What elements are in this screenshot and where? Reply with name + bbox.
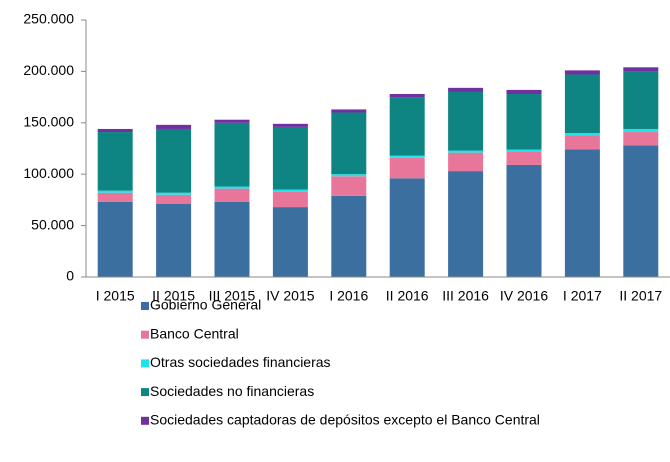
y-tick-label: 50.000	[31, 216, 74, 232]
bar-segment	[506, 94, 542, 150]
bar-segment	[389, 157, 425, 179]
bar-segment	[331, 176, 367, 196]
legend-swatch	[141, 416, 149, 425]
x-tick-label: IV 2015	[266, 288, 314, 304]
bar-segment	[564, 74, 600, 134]
y-tick-label: 250.000	[23, 11, 74, 27]
bar-segment	[564, 135, 600, 150]
bar-segment	[389, 97, 425, 156]
bar-segment	[97, 192, 133, 202]
x-tick-label: II 2017	[619, 288, 662, 304]
legend-swatch	[141, 359, 149, 368]
legend-label: Otras sociedades financieras	[150, 354, 331, 370]
x-tick-label: IV 2016	[500, 288, 548, 304]
bar-segment	[506, 89, 542, 95]
x-tick-label: I 2017	[563, 288, 602, 304]
bar-segment	[214, 186, 250, 189]
bar-segment	[214, 119, 250, 123]
y-tick-label: 100.000	[23, 165, 74, 181]
bar-segment	[272, 207, 308, 277]
bar-segment	[506, 149, 542, 152]
bar-segment	[214, 201, 250, 277]
bar-segment	[97, 128, 133, 133]
bar-segment	[448, 87, 484, 92]
x-tick-label: III 2015	[209, 288, 256, 304]
y-tick-label: 0	[66, 268, 74, 284]
bar-segment	[272, 123, 308, 127]
bar-segment	[564, 149, 600, 277]
bar-segment	[156, 128, 192, 193]
y-tick-label: 150.000	[23, 114, 74, 130]
bar-segment	[272, 189, 308, 192]
x-tick-label: I 2016	[329, 288, 368, 304]
bar-segment	[564, 70, 600, 75]
bar-segment	[448, 150, 484, 153]
bar-segment	[389, 178, 425, 277]
bar-segment	[623, 128, 659, 133]
bar-segment	[331, 112, 367, 175]
bar-segment	[331, 195, 367, 277]
x-tick-label: III 2016	[442, 288, 489, 304]
bar-segment	[623, 67, 659, 72]
bar-segment	[623, 132, 659, 146]
bar-segment	[214, 188, 250, 202]
bar-segment	[564, 133, 600, 136]
bar-segment	[156, 124, 192, 129]
bar-segment	[331, 174, 367, 177]
legend-label: Sociedades no financieras	[150, 383, 314, 399]
bar-segment	[97, 201, 133, 277]
bar-segment	[448, 91, 484, 151]
legend-swatch	[141, 388, 149, 397]
bar-segment	[448, 171, 484, 277]
bar-segment	[272, 126, 308, 190]
legend-label: Sociedades captadoras de depósitos excep…	[150, 412, 540, 428]
bar-segment	[506, 164, 542, 277]
bar-segment	[156, 204, 192, 277]
x-tick-label: II 2016	[386, 288, 429, 304]
bar-segment	[97, 190, 133, 193]
bar-segment	[448, 152, 484, 172]
bar-segment	[156, 192, 192, 195]
bar-segment	[156, 194, 192, 205]
bar-segment	[97, 132, 133, 191]
bar-segment	[389, 94, 425, 98]
bar-segment	[623, 145, 659, 277]
x-tick-label: I 2015	[96, 288, 135, 304]
bar-segment	[272, 191, 308, 208]
bar-segment	[389, 155, 425, 158]
x-tick-label: II 2015	[152, 288, 195, 304]
bar-segment	[506, 151, 542, 165]
bar-segment	[331, 109, 367, 113]
legend-swatch	[141, 330, 149, 339]
legend-label: Banco Central	[150, 325, 239, 341]
legend-swatch	[141, 302, 149, 310]
y-tick-label: 200.000	[23, 62, 74, 78]
bar-segment	[214, 122, 250, 187]
bar-segment	[623, 71, 659, 129]
legend-label: Gobierno General	[150, 297, 261, 313]
